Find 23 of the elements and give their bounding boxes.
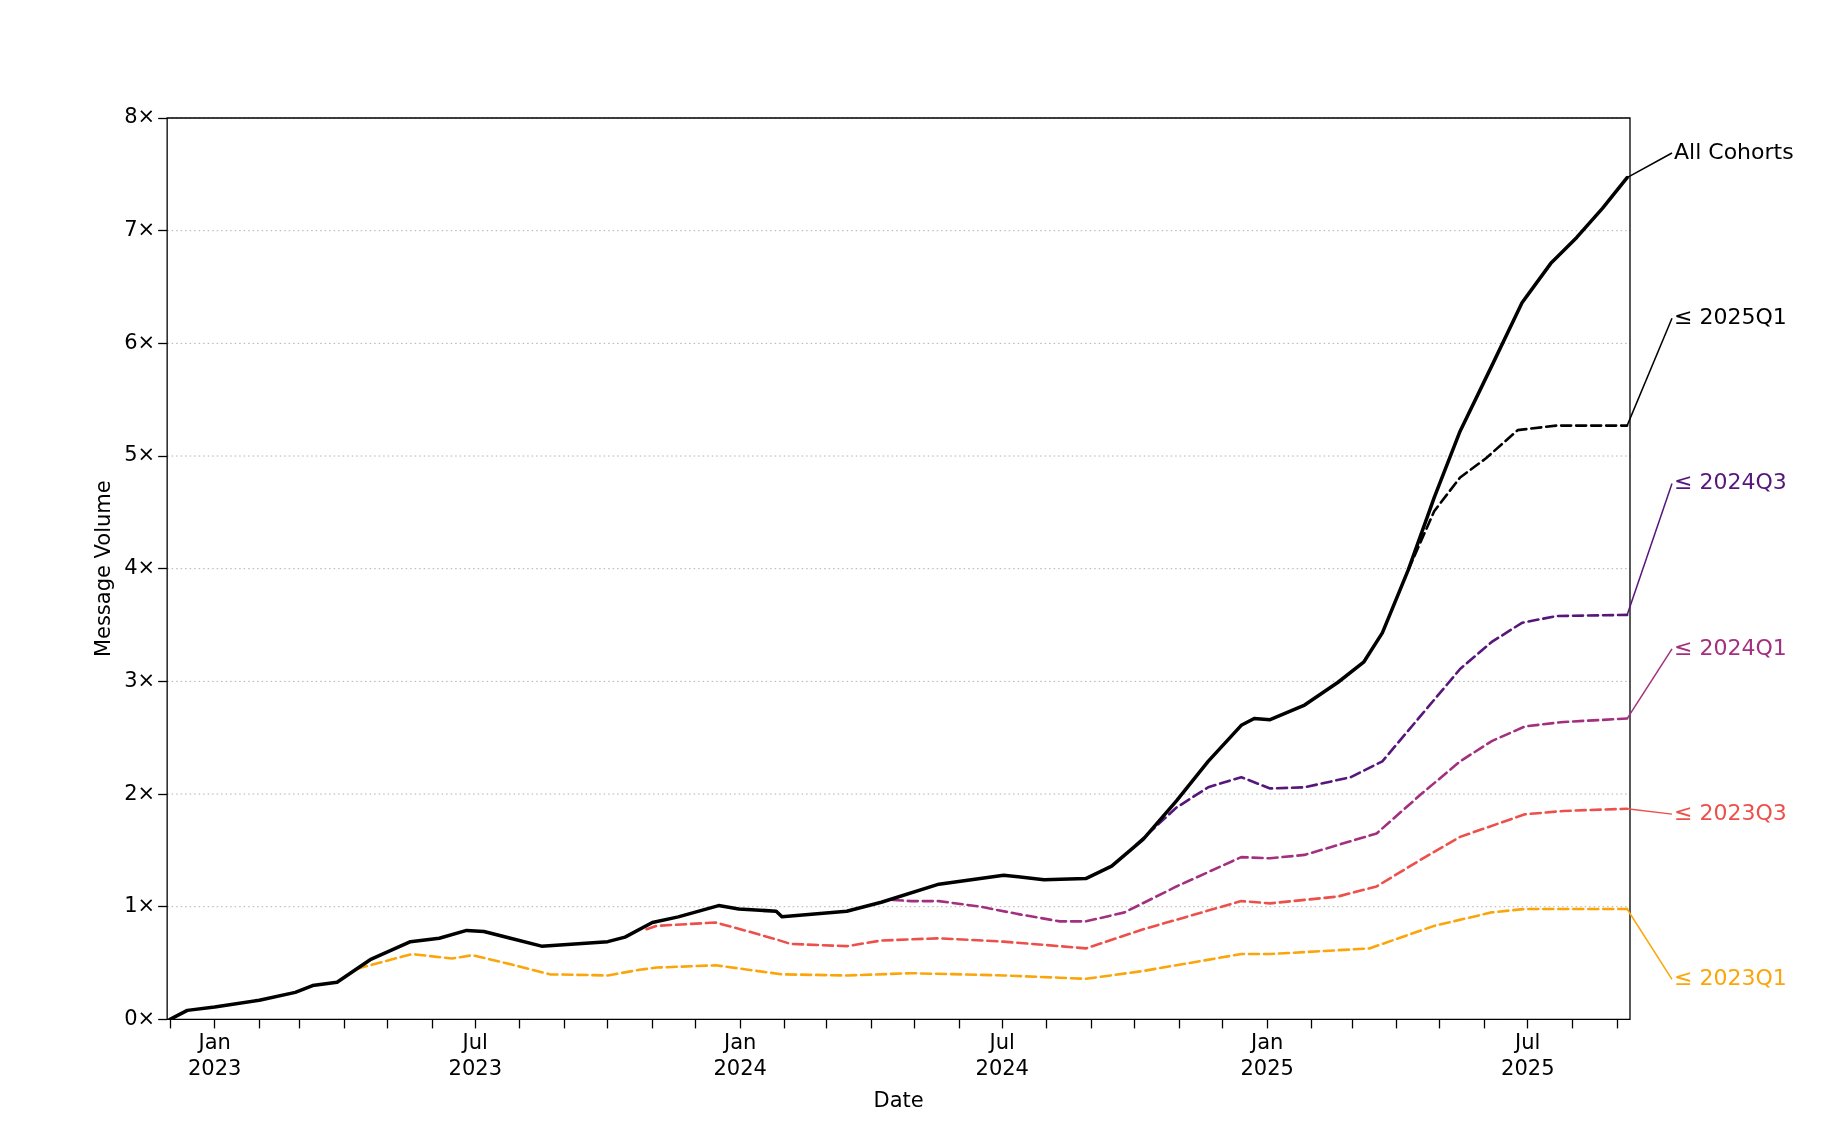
text: ≤ 2025Q1 <box>1674 304 1787 329</box>
y-axis-title: Message Volume <box>91 480 116 658</box>
x-axis-title: Date <box>873 1087 924 1112</box>
y-tick-label: 8× <box>124 104 156 129</box>
x-tick-label: Jul 2023 <box>448 1030 502 1080</box>
x-tick-label: Jan 2023 <box>187 1030 242 1080</box>
x-tick-label: Jul 2024 <box>975 1030 1029 1080</box>
text: ≤ 2023Q1 <box>1674 965 1787 991</box>
y-tick-label: 5× <box>124 442 156 467</box>
y-tick-label: 7× <box>124 217 156 242</box>
x-tick-label: Jan 2025 <box>1240 1030 1294 1080</box>
legend-label: All Cohorts <box>1674 138 1794 164</box>
y-tick-label: 0× <box>124 1005 156 1030</box>
y-tick-label: 4× <box>124 555 156 580</box>
y-tick-label: 2× <box>124 780 156 805</box>
y-tick-label: 1× <box>124 893 156 918</box>
x-tick-label: Jan 2024 <box>713 1030 767 1080</box>
legend-label: ≤ 2023Q3 <box>1674 799 1787 825</box>
y-tick-label: 3× <box>124 667 156 692</box>
text: ≤ 2024Q3 <box>1674 469 1787 495</box>
x-tick-label: Jul 2025 <box>1501 1030 1555 1080</box>
text: ≤ 2024Q1 <box>1674 634 1787 660</box>
y-tick-label: 6× <box>124 329 156 354</box>
